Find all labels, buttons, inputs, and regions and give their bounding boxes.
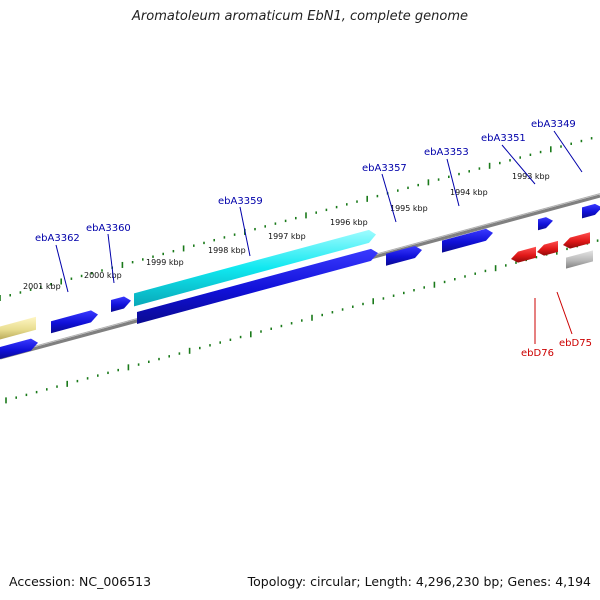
gene-label-ebA3349[interactable]: ebA3349: [531, 119, 576, 130]
feature-track: [0, 203, 600, 360]
tick-labels: 2001 kbp 2000 kbp 1999 kbp 1998 kbp 1997 kbp…: [23, 172, 550, 291]
gene-leader-line: [501, 144, 536, 185]
genome-title: Aromatoleum aromaticum EbN1, complete ge…: [132, 9, 468, 24]
gene-leader-line: [556, 291, 573, 335]
gene-leader-line: [553, 130, 583, 173]
tick-label: 2000 kbp: [84, 271, 122, 280]
other-feature[interactable]: [0, 316, 36, 340]
tick-label: 1994 kbp: [450, 188, 488, 197]
gene-leader-line: [55, 244, 69, 293]
gene-leader-line: [446, 158, 460, 207]
gene-feature[interactable]: [51, 310, 98, 334]
gene-feature[interactable]: [538, 217, 553, 231]
gene-feature[interactable]: [442, 228, 493, 253]
tick-label: 1996 kbp: [330, 218, 368, 227]
gene-ebD75[interactable]: [537, 240, 558, 256]
gene-labels: ebA3362 ebA3360 ebA3359 ebA3357 ebA3353 ebA33…: [35, 119, 592, 359]
gene-label-ebD76[interactable]: ebD76: [521, 348, 554, 359]
gene-ebA3359-highlight[interactable]: [134, 229, 376, 307]
tick-label: 1997 kbp: [268, 232, 306, 241]
gene-feature[interactable]: [582, 203, 600, 219]
gene-label-ebA3360[interactable]: ebA3360: [86, 223, 131, 234]
tick-label: 1995 kbp: [390, 204, 428, 213]
gene-label-ebA3353[interactable]: ebA3353: [424, 147, 469, 158]
gene-label-ebA3362[interactable]: ebA3362: [35, 233, 80, 244]
pseudo-gene[interactable]: [566, 250, 593, 269]
gene-label-ebD75[interactable]: ebD75: [559, 338, 592, 349]
tick-label: 2001 kbp: [23, 282, 61, 291]
gene-label-ebA3357[interactable]: ebA3357: [362, 163, 407, 174]
tick-label: 1998 kbp: [208, 246, 246, 255]
genome-summary-text: Topology: circular; Length: 4,296,230 bp…: [247, 574, 591, 589]
gene-label-ebA3359[interactable]: ebA3359: [218, 196, 263, 207]
gene-feature-red[interactable]: [563, 232, 590, 249]
gene-leader-line: [381, 173, 397, 223]
tick-label: 1999 kbp: [146, 258, 184, 267]
gene-leader-line: [107, 233, 115, 284]
gene-feature[interactable]: [111, 296, 131, 313]
gene-label-ebA3351[interactable]: ebA3351: [481, 133, 526, 144]
gene-feature[interactable]: [137, 248, 378, 325]
gene-feature[interactable]: [386, 245, 422, 266]
gene-feature[interactable]: [0, 338, 38, 360]
accession-text: Accession: NC_006513: [9, 574, 152, 589]
inner-tick-track: [5, 239, 599, 404]
tick-label: 1993 kbp: [512, 172, 550, 181]
gene-ebD76[interactable]: [511, 246, 536, 263]
gene-leader-line: [239, 206, 251, 257]
